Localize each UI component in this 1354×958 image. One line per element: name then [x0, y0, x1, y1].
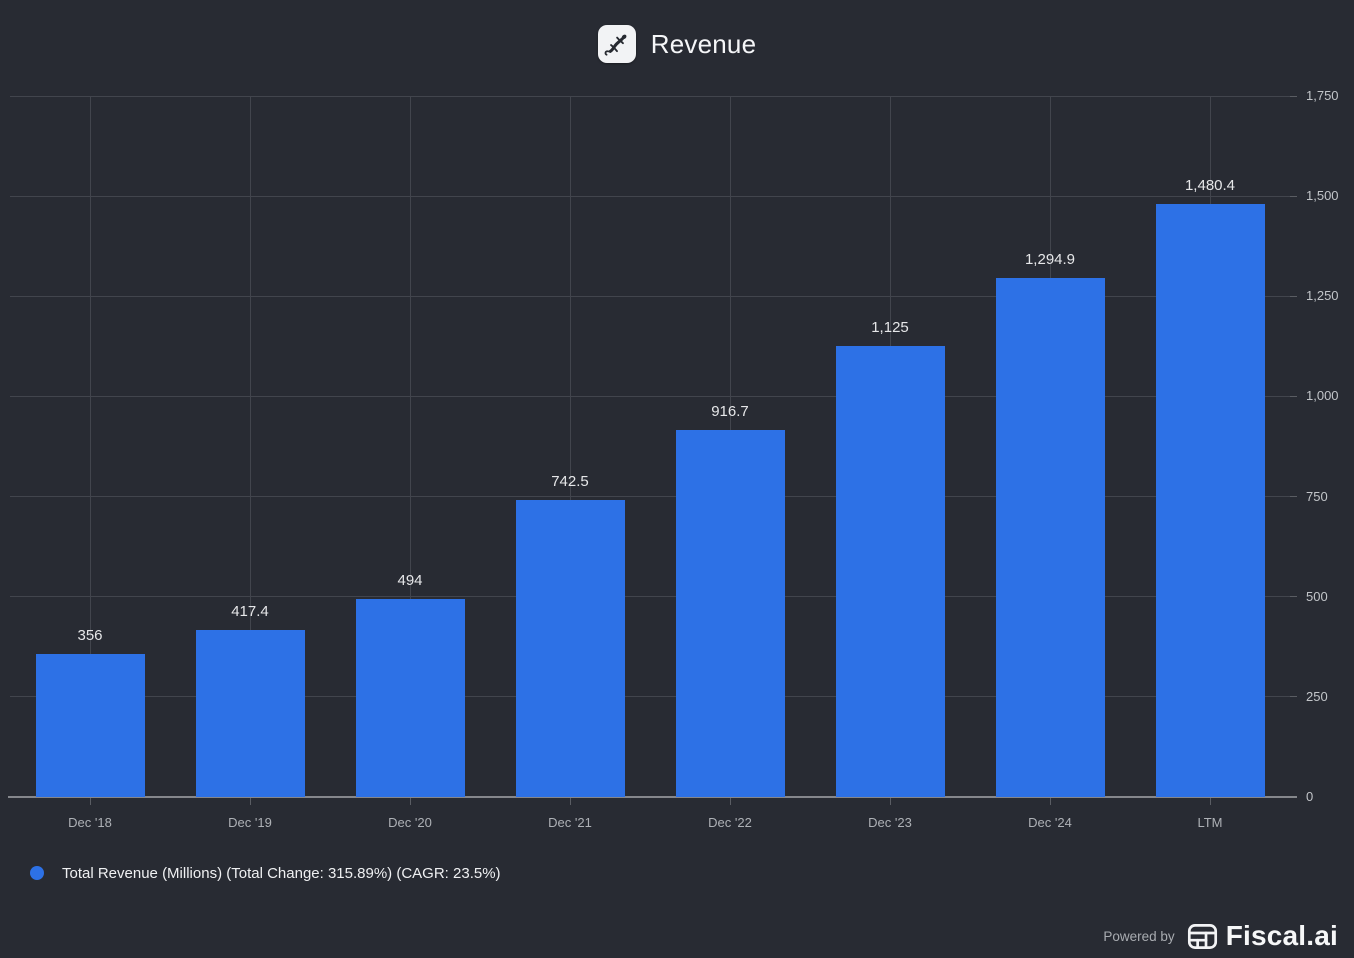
vertical-gridline	[249, 96, 251, 797]
vertical-gridline	[89, 96, 91, 797]
bar-value-label: 1,294.9	[1024, 251, 1076, 269]
bar-value-label: 742.5	[551, 472, 589, 490]
x-axis-tick-label: Dec '20	[388, 815, 432, 830]
y-axis-tick	[1290, 195, 1297, 197]
x-axis-tick-label: Dec '22	[708, 815, 752, 830]
x-axis-tick	[1049, 798, 1051, 805]
vertical-gridline	[409, 96, 411, 797]
chart-header: Revenue	[0, 22, 1354, 66]
x-axis-line	[8, 796, 1297, 798]
horizontal-gridline	[10, 696, 1290, 698]
revenue-bar[interactable]	[195, 629, 305, 797]
chart-title: Revenue	[650, 28, 757, 59]
legend-label: Total Revenue (Millions) (Total Change: …	[62, 864, 501, 882]
x-axis-tick-label: LTM	[1197, 815, 1223, 830]
legend-item-total-revenue[interactable]: Total Revenue (Millions) (Total Change: …	[30, 863, 501, 883]
x-axis-tick	[729, 798, 731, 805]
revenue-bar[interactable]	[835, 346, 945, 797]
y-axis-tick-label: 500	[1306, 588, 1328, 604]
x-axis-tick	[569, 798, 571, 805]
gecko-company-logo-icon	[597, 25, 636, 63]
x-axis-tick	[1209, 798, 1211, 805]
y-axis-tick-label: 1,250	[1306, 288, 1339, 304]
legend-marker-icon	[30, 866, 44, 880]
y-axis-tick	[1290, 496, 1297, 498]
x-axis-tick-label: Dec '24	[1028, 815, 1072, 830]
fiscal-ai-logo-icon	[1186, 920, 1219, 953]
bar-value-label: 1,125	[871, 319, 909, 337]
horizontal-gridline	[10, 95, 1290, 97]
x-axis-tick	[89, 798, 91, 805]
x-axis-tick-label: Dec '19	[228, 815, 272, 830]
y-axis-tick	[1290, 596, 1297, 598]
x-axis-tick-label: Dec '21	[548, 815, 592, 830]
powered-by-footer: Powered by Fiscal.ai	[1103, 918, 1338, 954]
revenue-bar[interactable]	[35, 654, 145, 797]
fiscal-ai-brand[interactable]: Fiscal.ai	[1225, 920, 1338, 951]
powered-by-text: Powered by	[1103, 928, 1175, 944]
x-axis-tick	[249, 798, 251, 805]
y-axis-tick-label: 1,750	[1306, 88, 1339, 103]
vertical-gridline	[569, 96, 571, 797]
y-axis-tick-label: 1,000	[1306, 388, 1339, 404]
y-axis-tick	[1290, 95, 1297, 97]
x-axis-tick-label: Dec '23	[868, 815, 912, 830]
y-axis-tick-label: 750	[1306, 488, 1328, 504]
bar-value-label: 916.7	[711, 402, 749, 420]
horizontal-gridline	[10, 295, 1290, 297]
bar-value-label: 1,480.4	[1184, 176, 1236, 194]
y-axis-tick	[1290, 395, 1297, 397]
y-axis-tick-label: 0	[1306, 789, 1314, 804]
revenue-bar[interactable]	[675, 429, 785, 797]
bar-value-label: 356	[77, 627, 103, 645]
horizontal-gridline	[10, 195, 1290, 197]
x-axis-tick	[409, 798, 411, 805]
horizontal-gridline	[10, 395, 1290, 397]
horizontal-gridline	[10, 596, 1290, 598]
y-axis-tick	[1290, 696, 1297, 698]
x-axis-tick-label: Dec '18	[68, 815, 112, 830]
horizontal-gridline	[10, 496, 1290, 498]
y-axis-tick-label: 1,500	[1306, 188, 1339, 204]
revenue-bar[interactable]	[995, 278, 1105, 797]
revenue-bar[interactable]	[355, 599, 465, 797]
x-axis-tick	[889, 798, 891, 805]
bar-value-label: 417.4	[231, 602, 269, 620]
y-axis-tick-label: 250	[1306, 688, 1328, 704]
y-axis-tick	[1290, 295, 1297, 297]
revenue-bar[interactable]	[1155, 203, 1265, 797]
revenue-bar[interactable]	[515, 499, 625, 797]
bar-value-label: 494	[397, 572, 423, 590]
